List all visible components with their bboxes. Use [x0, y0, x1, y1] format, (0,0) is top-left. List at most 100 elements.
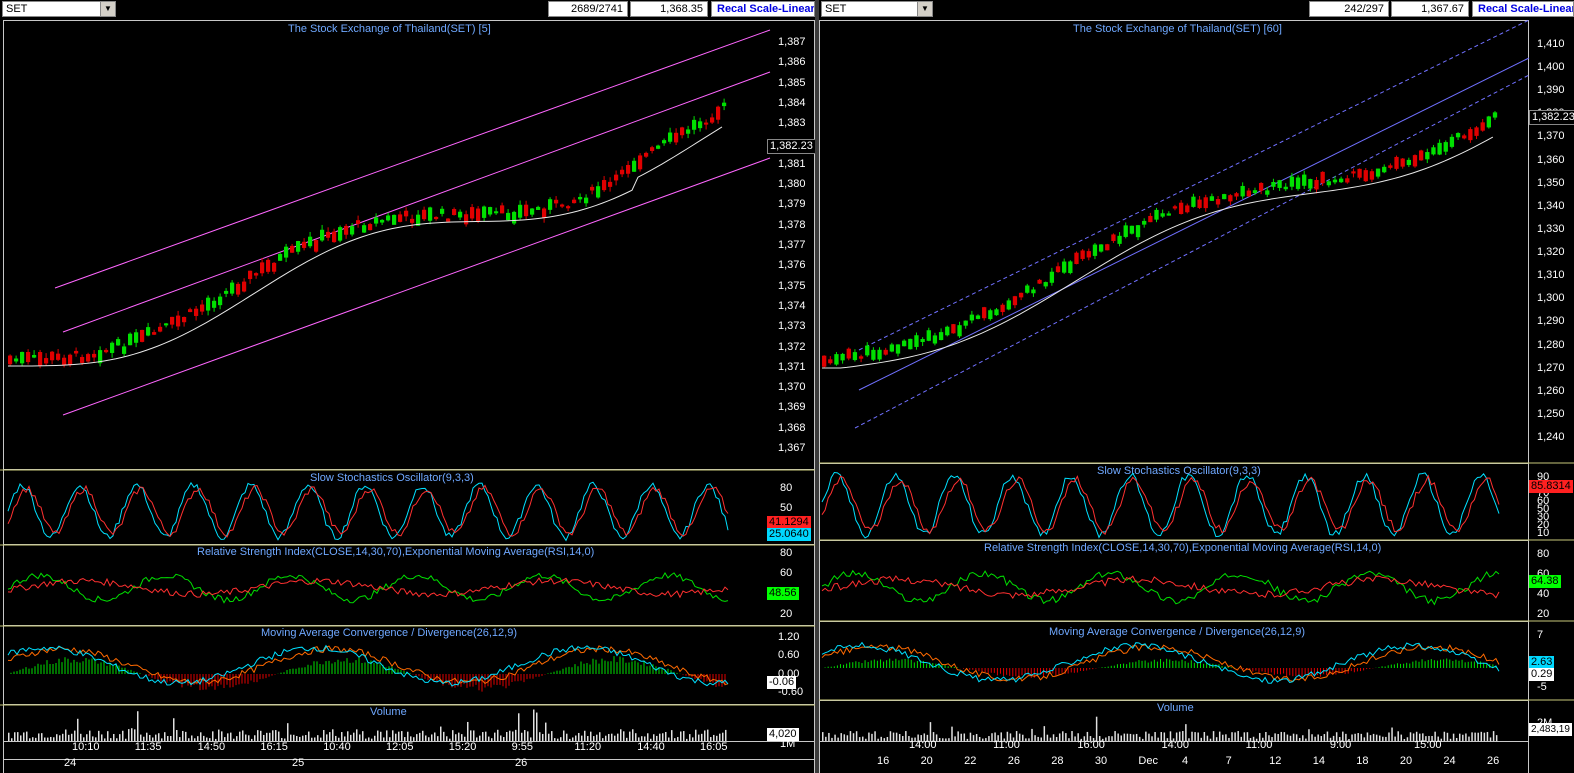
volume-bar [1246, 732, 1249, 741]
candle [356, 220, 361, 224]
volume-bar [692, 737, 694, 741]
volume-bar [488, 736, 490, 741]
volume-bar [452, 730, 454, 741]
left-recal-scale-button[interactable]: Recal Scale-Linear [711, 1, 815, 17]
candle [320, 229, 325, 241]
right.day_labels-label: 18 [1356, 755, 1369, 767]
volume-bar [401, 731, 403, 741]
volume-bar [1480, 731, 1483, 741]
left.price_axis-tick-label: 1,374 [778, 299, 806, 312]
right-chart-pane[interactable]: SET ▼ 242/297 1,367.67 Recal Scale-Linea… [819, 0, 1574, 773]
volume-bar [158, 733, 160, 741]
volume-bar [1378, 735, 1381, 741]
stoch-d-line [7, 484, 729, 538]
right-symbol-value: SET [825, 3, 847, 15]
candle [446, 218, 451, 222]
candle [272, 262, 277, 272]
volume-bar [926, 734, 929, 741]
right.time_labels-label: 11:00 [1245, 739, 1273, 751]
candle [975, 315, 981, 319]
volume-bar [1372, 733, 1375, 741]
candle [1332, 179, 1338, 183]
volume-bar [47, 737, 49, 741]
left.stoch_axis-tick-label: 50 [780, 501, 793, 514]
right-stoch-tag: 85.8314 [1529, 480, 1573, 493]
right.time_labels-label: 14:00 [1161, 739, 1190, 751]
volume-bar [1142, 738, 1144, 741]
left-volume-title: Volume [370, 706, 407, 718]
volume-bar [440, 726, 442, 741]
volume-bar [1077, 733, 1079, 741]
volume-bar [203, 735, 205, 741]
volume-bar [314, 737, 316, 741]
volume-bar [889, 731, 892, 741]
volume-bar [680, 731, 682, 741]
candle [230, 282, 235, 294]
left.vol_axis-tick-label: 1M [780, 738, 796, 750]
candle [68, 354, 73, 365]
candle [1086, 251, 1091, 258]
volume-bar [326, 734, 328, 741]
candle [62, 357, 67, 366]
volume-bar [1492, 731, 1495, 741]
left.time_labels-label: 14:50 [197, 741, 226, 753]
volume-bar [164, 732, 166, 741]
volume-bar [491, 738, 493, 741]
volume-bar [1458, 733, 1461, 741]
volume-bar [1015, 731, 1018, 741]
volume-bar [695, 729, 697, 741]
volume-bar [563, 730, 565, 741]
left-symbol-select[interactable]: SET ▼ [2, 1, 116, 17]
volume-bar [260, 730, 262, 741]
candle [1074, 252, 1079, 265]
candle [1425, 152, 1430, 160]
volume-bar [62, 733, 64, 741]
volume-bar [1255, 738, 1258, 741]
candle [242, 281, 247, 292]
candle [110, 342, 115, 353]
chevron-down-icon[interactable]: ▼ [917, 2, 932, 16]
left-chart-pane[interactable]: SET ▼ 2689/2741 1,368.35 Recal Scale-Lin… [0, 0, 816, 773]
candle [500, 205, 505, 214]
right.day_labels-label: 26 [1007, 755, 1020, 767]
volume-bar [131, 728, 133, 741]
volume-bar [1132, 734, 1135, 741]
candle [1252, 190, 1258, 194]
right-symbol-select[interactable]: SET ▼ [821, 1, 933, 17]
right-volume-title: Volume [1157, 702, 1194, 714]
volume-bar [227, 733, 229, 741]
volume-bar [77, 718, 79, 741]
pane-divider[interactable] [815, 0, 819, 773]
trend-channel-line [62, 71, 771, 333]
volume-bar [1095, 716, 1098, 741]
candle [554, 199, 559, 204]
right.day_labels-label: 28 [1051, 755, 1064, 767]
volume-bar [386, 730, 388, 741]
candle [146, 327, 151, 336]
volume-bar [455, 734, 457, 741]
volume-bar [877, 738, 879, 741]
volume-bar [1206, 735, 1209, 741]
candle [566, 206, 571, 209]
candle [704, 122, 709, 125]
chevron-down-icon[interactable]: ▼ [100, 2, 115, 16]
candle [188, 309, 193, 313]
candle [1092, 244, 1098, 256]
candle [1418, 150, 1424, 161]
candle [1369, 171, 1375, 180]
left.price_axis-tick-label: 1,378 [778, 218, 806, 231]
candle [1246, 190, 1251, 197]
volume-bar [1228, 737, 1230, 741]
right.day_labels-label: 30 [1094, 755, 1108, 767]
candle [846, 348, 851, 359]
volume-bar [548, 733, 550, 741]
volume-bar [1123, 733, 1126, 741]
candle [392, 214, 397, 225]
volume-bar [647, 733, 649, 741]
volume-bar [831, 737, 833, 741]
candle [1486, 116, 1491, 128]
volume-bar [221, 731, 223, 741]
volume-bar [1258, 733, 1261, 741]
volume-bar [242, 730, 244, 741]
volume-bar [1452, 733, 1455, 741]
